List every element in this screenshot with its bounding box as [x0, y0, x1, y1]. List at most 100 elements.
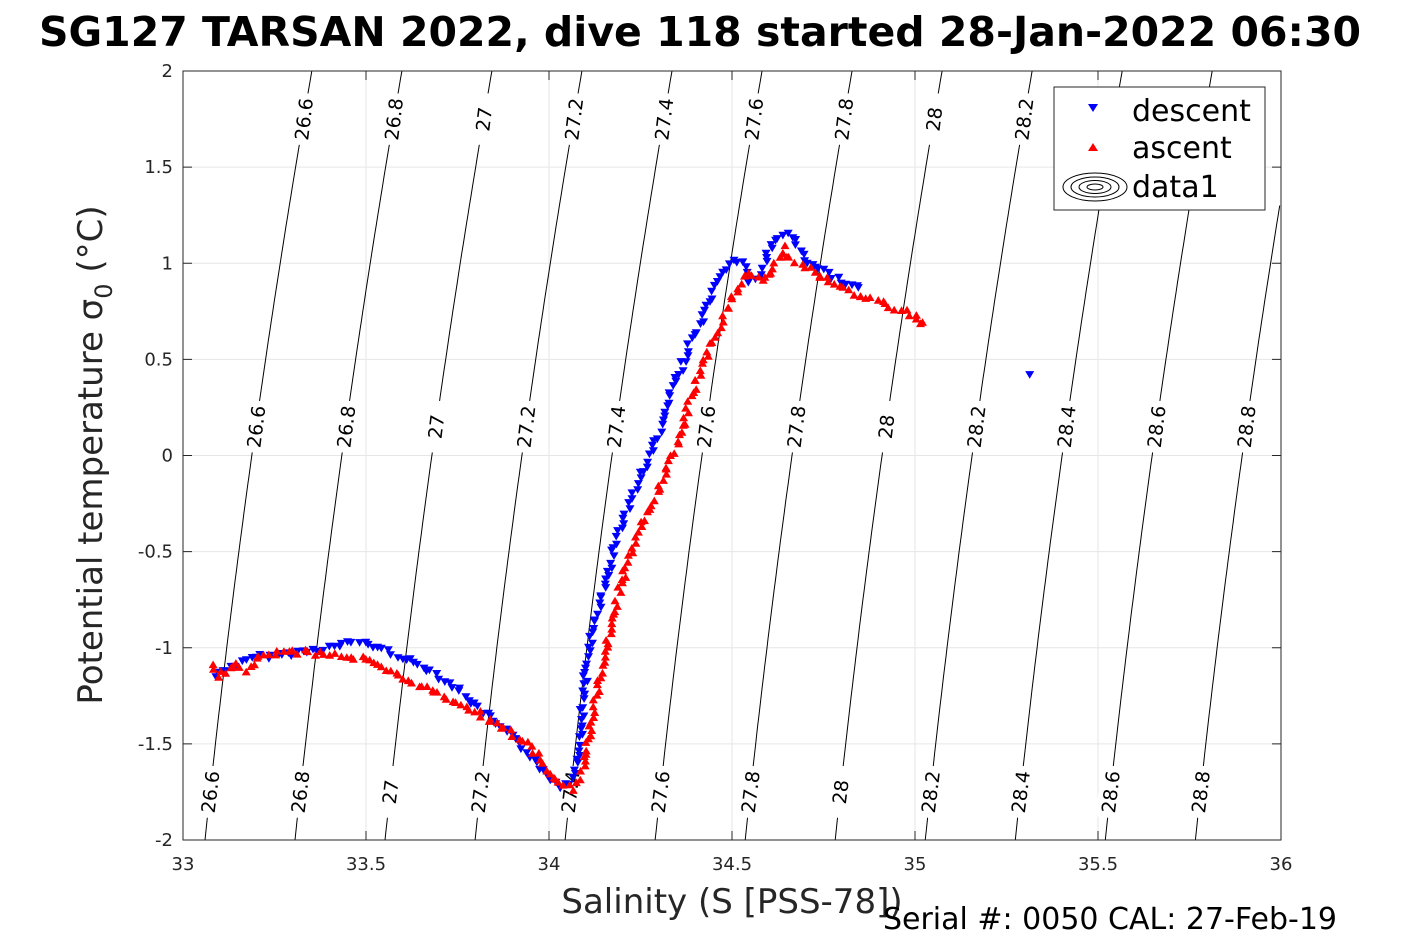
ascent-point [889, 305, 899, 314]
ascent-point [580, 761, 590, 770]
ascent-point [760, 273, 770, 281]
ascent-point [330, 649, 340, 657]
isopycnal-label: 28.2 [1008, 91, 1039, 147]
ascent-point [691, 385, 701, 393]
ascent-point [673, 437, 683, 446]
descent-point [584, 643, 593, 652]
ascent-point [679, 413, 689, 422]
ascent-point [576, 766, 585, 775]
ascent-point [902, 305, 912, 314]
descent-point [699, 318, 709, 326]
descent-point [434, 675, 444, 684]
descent-point [657, 428, 667, 437]
ascent-point [264, 650, 274, 659]
y-axis-label: Potential temperature σ0 (°C) [71, 205, 118, 704]
ascent-point [451, 698, 461, 706]
descent-point [627, 489, 637, 498]
descent-point [604, 572, 614, 580]
isopycnal-label: 28 [871, 399, 902, 454]
isopycnal-label-bg [961, 399, 992, 454]
ascent-point [575, 775, 585, 784]
isopycnal-label-bg [1005, 764, 1036, 820]
ascent-point [376, 662, 386, 671]
descent-point [579, 695, 589, 703]
ascent-point [365, 655, 375, 664]
x-tick-label: 34.5 [712, 854, 752, 875]
ascent-point [318, 650, 328, 658]
ascent-point [844, 285, 854, 294]
descent-point [664, 399, 674, 408]
descent-point [575, 752, 585, 760]
isopycnal-label-text: 28.6 [1098, 770, 1125, 815]
descent-point [841, 280, 851, 289]
legend-label-descent: descent [1132, 94, 1251, 129]
isopycnal-label: 26.8 [378, 91, 409, 147]
descent-point [618, 524, 627, 533]
ascent-point [653, 481, 663, 490]
descent-point [619, 510, 629, 519]
ascent-point [456, 700, 466, 709]
isopycnal-line [294, 70, 403, 841]
descent-point [625, 505, 635, 513]
x-tick-label: 33.5 [346, 854, 386, 875]
isopycnal-label: 27.2 [510, 399, 542, 454]
ascent-point [646, 501, 656, 510]
descent-point [681, 358, 691, 366]
isopycnal-line [1194, 205, 1281, 841]
isopycnal-label: 26.6 [195, 764, 226, 820]
isopycnal-label-text: 27.4 [651, 97, 678, 142]
descent-point [574, 747, 584, 756]
descent-point [241, 656, 251, 664]
ascent-point [527, 742, 537, 750]
ascent-point [911, 311, 921, 319]
isopycnal-label-text: 28 [875, 413, 900, 440]
descent-point [633, 486, 643, 494]
ascent-point [590, 708, 600, 716]
ascent-point [621, 573, 631, 581]
isopycnal-label-text: 28.4 [1008, 770, 1035, 815]
ascent-point [623, 551, 633, 559]
descent-point [639, 468, 648, 476]
x-tick-label: 34 [538, 854, 561, 875]
isopycnal-label-bg [1008, 91, 1039, 147]
ascent-point [681, 403, 691, 412]
ascent-point [698, 355, 708, 364]
ascent-point [612, 602, 622, 610]
isopycnal-label-bg [915, 764, 946, 820]
descent-point [761, 249, 771, 258]
ascent-point [690, 376, 700, 384]
isopycnal-label-text: 28.2 [1011, 97, 1038, 142]
descent-point [376, 644, 386, 653]
ascent-point [553, 778, 563, 786]
descent-point [447, 684, 457, 692]
isopycnal-label-bg [735, 764, 766, 820]
descent-point [579, 712, 589, 721]
ascent-point [661, 469, 671, 478]
descent-point [813, 265, 823, 273]
ascent-point [829, 279, 839, 288]
ascent-point [883, 303, 893, 312]
descent-point [582, 660, 591, 669]
descent-point [647, 441, 657, 450]
isopycnal-label: 27.2 [558, 91, 589, 147]
chart-title: SG127 TARSAN 2022, dive 118 started 28-J… [39, 8, 1361, 56]
ascent-point [221, 669, 231, 677]
isopycnal-label: 27.6 [645, 764, 676, 820]
isopycnal-label: 28.8 [1231, 399, 1262, 454]
descent-point [1025, 371, 1035, 379]
isopycnal-label-bg [285, 764, 316, 820]
isopycnal-label-bg [738, 91, 769, 147]
isopycnal-label-text: 27.8 [784, 404, 811, 449]
isopycnal-label-text: 28.2 [964, 404, 991, 449]
descent-point [762, 257, 772, 266]
y-tick-label: -2 [155, 830, 173, 851]
isopycnal-label: 26.6 [288, 91, 319, 147]
ascent-point [534, 748, 544, 757]
ascent-point [703, 352, 713, 360]
ascent-point [640, 516, 649, 525]
y-tick-label: -1.5 [138, 734, 173, 755]
descent-point [588, 628, 598, 637]
ascent-point [393, 670, 403, 679]
ascent-point [780, 241, 790, 250]
descent-point [308, 645, 318, 654]
